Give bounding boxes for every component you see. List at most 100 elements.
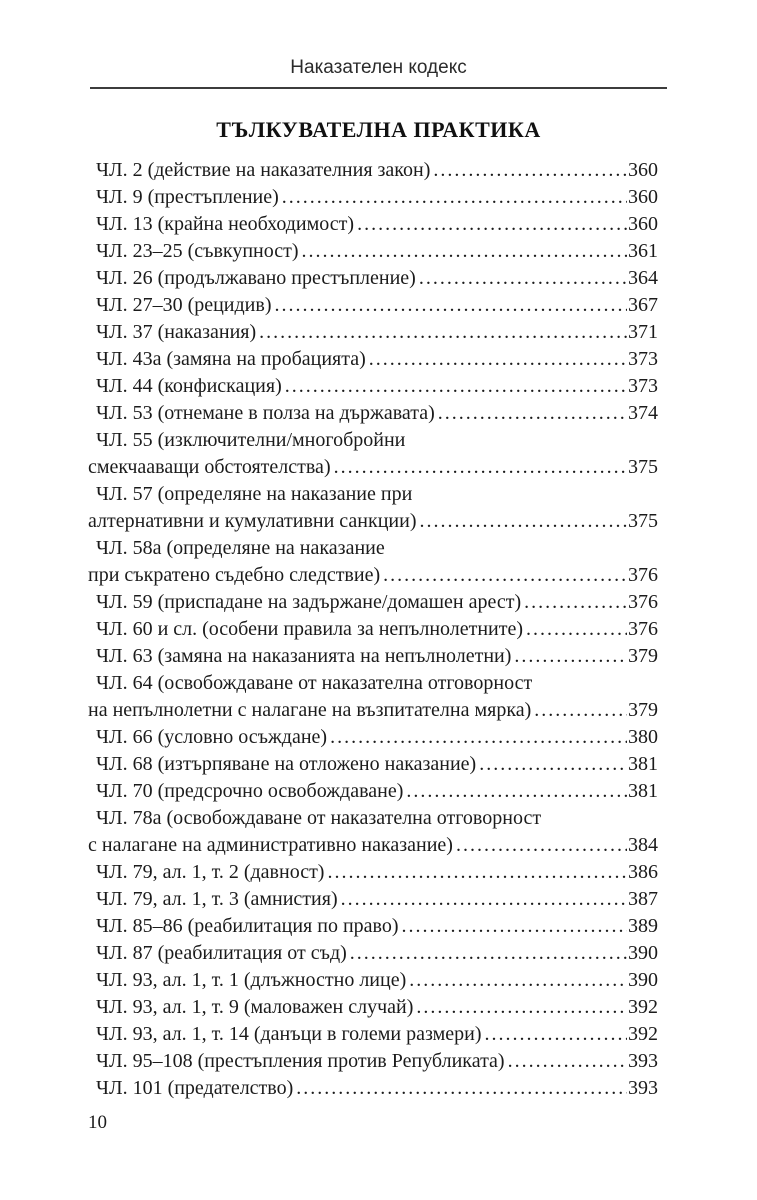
toc-entry-line: ЧЛ. 95–108 (престъпления против Републик… bbox=[88, 1048, 658, 1075]
toc-entry-page-number: 389 bbox=[628, 915, 658, 937]
toc-entry-line: смекчааващи обстоятелства) 375 bbox=[88, 454, 658, 481]
toc-entry-page-number: 376 bbox=[628, 564, 658, 586]
toc-entry-label: ЧЛ. 27–30 (рецидив) bbox=[96, 294, 272, 316]
dot-leader bbox=[526, 616, 627, 643]
toc-entry-label: ЧЛ. 95–108 (престъпления против Републик… bbox=[96, 1050, 505, 1072]
page-number: 10 bbox=[88, 1112, 107, 1133]
toc-entry-page-number: 360 bbox=[628, 213, 658, 235]
dot-leader bbox=[383, 562, 627, 589]
toc-entry-label: ЧЛ. 53 (отнемане в полза на държавата) bbox=[96, 402, 435, 424]
toc-entry-label: при съкратено съдебно следствие) bbox=[88, 564, 381, 586]
dot-leader bbox=[409, 967, 627, 994]
toc-entry-page-number: 392 bbox=[628, 1023, 658, 1045]
toc-entry-page-number: 376 bbox=[628, 591, 658, 613]
toc-entry-line: ЧЛ. 66 (условно осъждане) 380 bbox=[88, 724, 658, 751]
toc-entry-label: алтернативни и кумулативни санкции) bbox=[88, 510, 417, 532]
toc-entry-line: ЧЛ. 58а (определяне на наказание bbox=[88, 535, 658, 562]
dot-leader bbox=[524, 589, 627, 616]
toc-entry-line: ЧЛ. 68 (изтърпяване на отложено наказани… bbox=[88, 751, 658, 778]
toc-entry-line: ЧЛ. 93, ал. 1, т. 14 (данъци в големи ра… bbox=[88, 1021, 658, 1048]
toc-entry-label: ЧЛ. 37 (наказания) bbox=[96, 321, 257, 343]
toc-entry-line: ЧЛ. 9 (престъпление) 360 bbox=[88, 184, 658, 211]
toc-entry-line: на непълнолетни с налагане на възпитател… bbox=[88, 697, 658, 724]
toc-entry-page-number: 379 bbox=[628, 699, 658, 721]
toc-entry-label: ЧЛ. 64 (освобождаване от наказателна отг… bbox=[96, 672, 533, 694]
toc-entry-page-number: 393 bbox=[628, 1077, 658, 1099]
toc-entry-label: ЧЛ. 87 (реабилитация от съд) bbox=[96, 942, 347, 964]
toc-entry-line: ЧЛ. 44 (конфискация) 373 bbox=[88, 373, 658, 400]
dot-leader bbox=[508, 1048, 627, 1075]
dot-leader bbox=[285, 373, 627, 400]
dot-leader bbox=[369, 346, 627, 373]
toc-entry-page-number: 374 bbox=[628, 402, 658, 424]
dot-leader bbox=[419, 508, 627, 535]
dot-leader bbox=[419, 265, 627, 292]
toc-entry-page-number: 360 bbox=[628, 186, 658, 208]
toc-entry-label: ЧЛ. 57 (определяне на наказание при bbox=[96, 483, 413, 505]
toc-entry-line: ЧЛ. 70 (предсрочно освобождаване) 381 bbox=[88, 778, 658, 805]
toc-entry-page-number: 380 bbox=[628, 726, 658, 748]
toc-entry-line: при съкратено съдебно следствие) 376 bbox=[88, 562, 658, 589]
dot-leader bbox=[416, 994, 627, 1021]
dot-leader bbox=[334, 454, 627, 481]
toc-entry-label: ЧЛ. 23–25 (съвкупност) bbox=[96, 240, 299, 262]
toc-entry-page-number: 393 bbox=[628, 1050, 658, 1072]
toc-entry-line: ЧЛ. 37 (наказания) 371 bbox=[88, 319, 658, 346]
toc-entry-line: ЧЛ. 78а (освобождаване от наказателна от… bbox=[88, 805, 658, 832]
dot-leader bbox=[327, 859, 627, 886]
toc-entry-label: ЧЛ. 13 (крайна необходимост) bbox=[96, 213, 355, 235]
toc-entry-line: ЧЛ. 63 (замяна на наказанията на непълно… bbox=[88, 643, 658, 670]
toc-entry-label: ЧЛ. 70 (предсрочно освобождаване) bbox=[96, 780, 404, 802]
dot-leader bbox=[259, 319, 627, 346]
dot-leader bbox=[357, 211, 627, 238]
dot-leader bbox=[534, 697, 627, 724]
toc-entry-line: ЧЛ. 87 (реабилитация от съд) 390 bbox=[88, 940, 658, 967]
toc-entry-page-number: 381 bbox=[628, 753, 658, 775]
toc-entry-line: ЧЛ. 93, ал. 1, т. 9 (маловажен случай) 39… bbox=[88, 994, 658, 1021]
dot-leader bbox=[402, 913, 628, 940]
toc-entry-page-number: 364 bbox=[628, 267, 658, 289]
dot-leader bbox=[479, 751, 627, 778]
toc-entry-line: ЧЛ. 27–30 (рецидив) 367 bbox=[88, 292, 658, 319]
dot-leader bbox=[438, 400, 627, 427]
toc-entry-line: ЧЛ. 2 (действие на наказателния закон) 36… bbox=[88, 157, 658, 184]
toc-entry-page-number: 361 bbox=[628, 240, 658, 262]
toc-entry-line: ЧЛ. 43а (замяна на пробацията) 373 bbox=[88, 346, 658, 373]
toc-entry-page-number: 360 bbox=[628, 159, 658, 181]
toc-entry-label: ЧЛ. 63 (замяна на наказанията на непълно… bbox=[96, 645, 512, 667]
toc-entry-page-number: 386 bbox=[628, 861, 658, 883]
running-header-title: Наказателен кодекс bbox=[290, 57, 467, 78]
toc-entry-label: ЧЛ. 44 (конфискация) bbox=[96, 375, 282, 397]
toc-entry-page-number: 373 bbox=[628, 375, 658, 397]
toc-entry-label: на непълнолетни с налагане на възпитател… bbox=[88, 699, 532, 721]
toc-entry-label: с налагане на административно наказание) bbox=[88, 834, 453, 856]
toc-entry-page-number: 376 bbox=[628, 618, 658, 640]
dot-leader bbox=[282, 184, 627, 211]
dot-leader bbox=[433, 157, 627, 184]
toc-entry-line: ЧЛ. 60 и сл. (особени правила за непълно… bbox=[88, 616, 658, 643]
toc-entry-line: ЧЛ. 93, ал. 1, т. 1 (длъжностно лице) 390 bbox=[88, 967, 658, 994]
dot-leader bbox=[406, 778, 627, 805]
toc-entry-line: с налагане на административно наказание)… bbox=[88, 832, 658, 859]
toc-entry-label: ЧЛ. 79, ал. 1, т. 3 (амнистия) bbox=[96, 888, 338, 910]
toc-entry-page-number: 390 bbox=[628, 942, 658, 964]
dot-leader bbox=[485, 1021, 628, 1048]
toc-entry-label: ЧЛ. 60 и сл. (особени правила за непълно… bbox=[96, 618, 524, 640]
toc-entry-page-number: 375 bbox=[628, 456, 658, 478]
toc-entry-line: ЧЛ. 13 (крайна необходимост) 360 bbox=[88, 211, 658, 238]
toc-entry-page-number: 375 bbox=[628, 510, 658, 532]
toc-entry-label: ЧЛ. 93, ал. 1, т. 9 (маловажен случай) bbox=[96, 996, 414, 1018]
dot-leader bbox=[341, 886, 627, 913]
dot-leader bbox=[302, 238, 628, 265]
toc-entry-page-number: 387 bbox=[628, 888, 658, 910]
toc-entry-label: ЧЛ. 26 (продължавано престъпление) bbox=[96, 267, 416, 289]
toc-entry-label: ЧЛ. 43а (замяна на пробацията) bbox=[96, 348, 366, 370]
toc-entry-page-number: 373 bbox=[628, 348, 658, 370]
toc-entry-line: ЧЛ. 53 (отнемане в полза на държавата) 37… bbox=[88, 400, 658, 427]
toc-entry-label: ЧЛ. 85–86 (реабилитация по право) bbox=[96, 915, 399, 937]
toc-entry-line: ЧЛ. 23–25 (съвкупност) 361 bbox=[88, 238, 658, 265]
toc-entry-line: ЧЛ. 26 (продължавано престъпление) 364 bbox=[88, 265, 658, 292]
toc-entry-line: ЧЛ. 79, ал. 1, т. 2 (давност) 386 bbox=[88, 859, 658, 886]
header-rule bbox=[90, 87, 667, 89]
toc-entry-label: ЧЛ. 59 (приспадане на задържане/домашен … bbox=[96, 591, 522, 613]
